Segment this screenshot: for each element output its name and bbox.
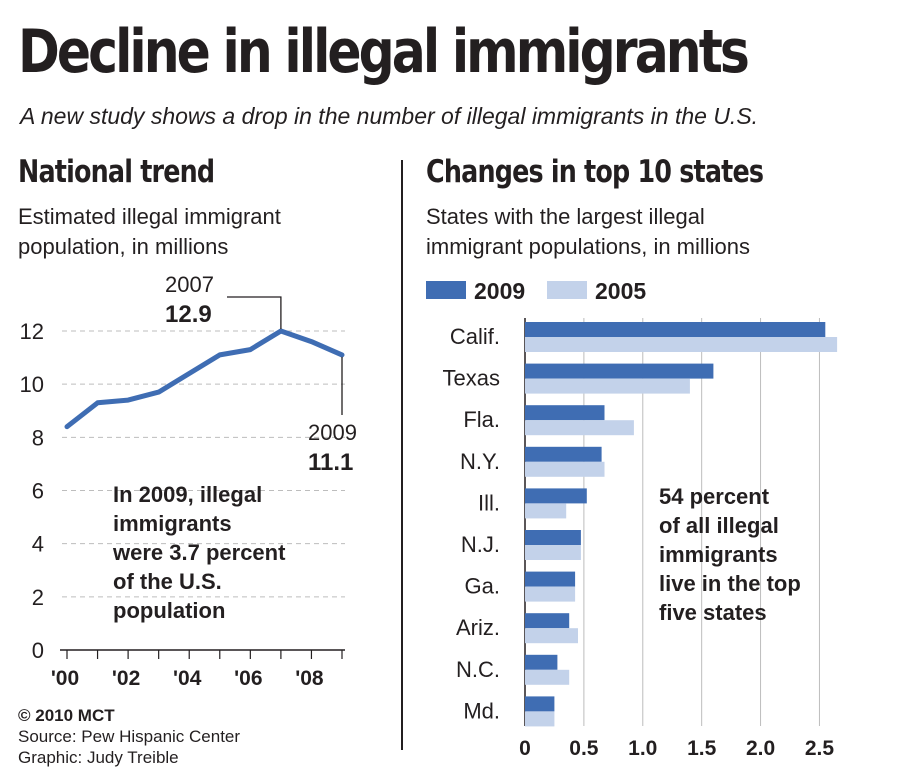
bar-ny-2005 xyxy=(525,461,605,477)
top-states-description-line2: immigrant populations, in millions xyxy=(426,234,751,259)
top-states-annotation: 54 percent of all illegal immigrants liv… xyxy=(659,484,801,625)
bar-texas-2009 xyxy=(525,363,714,379)
callout-2007-value: 12.9 xyxy=(165,301,212,328)
category-label: Md. xyxy=(463,698,500,723)
bar-ariz-2005 xyxy=(525,628,578,644)
bar-chart-x-axis: 0 0.5 1.0 1.5 2.0 2.5 xyxy=(519,737,834,760)
bar-chart-bars xyxy=(525,322,838,727)
bar-calif-2009 xyxy=(525,322,826,337)
national-trend-description-line2: population, in millions xyxy=(18,234,229,259)
graphic-credit-text: Graphic: Judy Treible xyxy=(18,748,179,767)
national-trend-annotation: In 2009, illegal immigrants were 3.7 per… xyxy=(113,482,286,623)
category-label: Ill. xyxy=(478,490,500,515)
category-label: Fla. xyxy=(463,407,500,432)
bar-chart-category-labels: Calif. Texas Fla. N.Y. Ill. N.J. Ga. Ariz. N.C. M… xyxy=(443,324,500,723)
x-tick-label: 0 xyxy=(519,737,531,760)
chart-title: Decline in illegal immigrants xyxy=(18,17,750,87)
line-chart-gridlines xyxy=(62,330,345,598)
x-tick-label: '02 xyxy=(112,667,140,690)
top-states-description-line1: States with the largest illegal xyxy=(426,204,705,229)
category-label: N.C. xyxy=(456,657,500,682)
copyright-text: © 2010 MCT xyxy=(18,706,115,725)
national-trend-heading: National trend xyxy=(18,154,215,190)
bar-nc-2005 xyxy=(525,669,570,685)
line-series-population xyxy=(64,328,345,430)
panel-divider xyxy=(401,160,403,750)
x-tick-label: 0.5 xyxy=(569,737,599,760)
chart-subtitle: A new study shows a drop in the number o… xyxy=(20,103,759,129)
legend-label-2009: 2009 xyxy=(474,278,526,304)
line-chart-callout-leaders xyxy=(227,296,343,415)
national-trend-line-chart: 0 2 4 6 8 10 12 '00 '02 '04 '06 '08 2007 12.9 2009… xyxy=(20,272,357,690)
top-states-heading: Changes in top 10 states xyxy=(426,154,764,190)
x-tick-label: 2.0 xyxy=(746,737,775,760)
y-tick-label: 4 xyxy=(32,532,44,557)
bar-nc-2009 xyxy=(525,654,558,670)
x-tick-label: '08 xyxy=(295,667,324,690)
bar-ny-2009 xyxy=(525,446,602,462)
y-tick-label: 2 xyxy=(32,585,44,610)
legend-swatch-2009 xyxy=(426,281,466,299)
x-tick-label: '00 xyxy=(51,667,79,690)
national-trend-description-line1: Estimated illegal immigrant xyxy=(18,204,281,229)
x-tick-label: '04 xyxy=(173,667,202,690)
bar-ga-2009 xyxy=(525,571,576,587)
x-tick-label: 2.5 xyxy=(805,737,835,760)
source-text: Source: Pew Hispanic Center xyxy=(18,727,241,746)
bar-calif-2005 xyxy=(525,337,838,352)
bar-ga-2005 xyxy=(525,586,576,602)
bar-ill-2009 xyxy=(525,488,587,504)
bar-nj-2005 xyxy=(525,545,581,560)
credits: © 2010 MCT Source: Pew Hispanic Center G… xyxy=(18,705,240,768)
line-chart-y-axis: 0 2 4 6 8 10 12 xyxy=(20,319,44,663)
category-label: N.J. xyxy=(461,532,500,557)
bar-ill-2005 xyxy=(525,503,567,519)
y-tick-label: 6 xyxy=(32,479,44,504)
bar-fla-2009 xyxy=(525,405,605,421)
y-tick-label: 12 xyxy=(20,319,44,344)
bar-texas-2005 xyxy=(525,378,690,394)
bar-md-2005 xyxy=(525,711,555,727)
bar-md-2009 xyxy=(525,696,555,712)
category-label: Texas xyxy=(443,366,500,391)
x-tick-label: '06 xyxy=(234,667,262,690)
line-chart-x-axis: '00 '02 '04 '06 '08 xyxy=(51,649,345,690)
x-tick-label: 1.0 xyxy=(628,737,657,760)
category-label: Calif. xyxy=(450,324,500,349)
x-tick-label: 1.5 xyxy=(687,737,717,760)
legend-swatch-2005 xyxy=(547,281,587,299)
category-label: N.Y. xyxy=(460,449,500,474)
bar-fla-2005 xyxy=(525,420,634,436)
bar-nj-2009 xyxy=(525,530,581,545)
callout-2009-year: 2009 xyxy=(308,420,357,445)
y-tick-label: 0 xyxy=(32,638,44,663)
callout-2009-value: 11.1 xyxy=(308,449,353,476)
callout-2007-year: 2007 xyxy=(165,272,214,297)
y-tick-label: 10 xyxy=(20,372,44,397)
legend-label-2005: 2005 xyxy=(595,278,647,304)
bar-ariz-2009 xyxy=(525,613,570,629)
callout-2007-leader xyxy=(227,296,282,329)
category-label: Ariz. xyxy=(456,615,500,640)
category-label: Ga. xyxy=(465,574,500,599)
y-tick-label: 8 xyxy=(32,425,44,450)
